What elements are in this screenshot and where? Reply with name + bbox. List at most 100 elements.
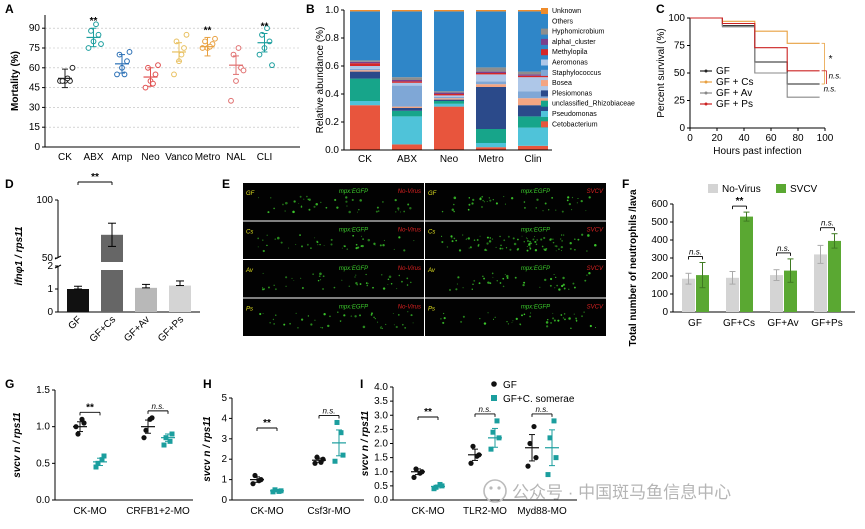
neutrophil-spot [273, 284, 275, 286]
neutrophil-spot [487, 281, 490, 284]
neutrophil-spot [325, 206, 328, 209]
neutrophil-spot [471, 288, 473, 290]
microscopy-image [425, 260, 606, 298]
neutrophil-spot [541, 245, 544, 248]
neutrophil-spot [453, 203, 455, 206]
neutrophil-spot [549, 284, 552, 287]
neutrophil-spot [491, 272, 494, 275]
legend-marker [491, 395, 497, 401]
neutrophil-spot [502, 277, 505, 280]
data-point [143, 427, 149, 433]
neutrophil-spot [262, 288, 264, 291]
neutrophil-spot [398, 209, 400, 211]
neutrophil-spot [345, 200, 348, 203]
b-y-tick-label: 1.0 [325, 5, 339, 16]
c-y-tick-label: 75 [674, 41, 686, 52]
neutrophil-spot [513, 242, 517, 246]
neutrophil-spot [495, 202, 498, 205]
data-point [178, 51, 185, 58]
neutrophil-spot [380, 273, 383, 276]
data-point [147, 416, 153, 422]
neutrophil-spot [282, 203, 284, 206]
data-point [269, 62, 275, 69]
significance-label: ** [91, 172, 99, 183]
neutrophil-spot [393, 324, 395, 326]
bar-segment [350, 63, 380, 66]
y-tick-label: 0.5 [36, 458, 50, 469]
neutrophil-spot [486, 200, 488, 202]
neutrophil-spot [288, 247, 290, 249]
neutrophil-spot [563, 313, 566, 315]
neutrophil-spot [273, 207, 275, 210]
neutrophil-spot [283, 323, 286, 326]
neutrophil-spot [300, 245, 303, 248]
row-label: Ps [428, 307, 435, 313]
neutrophil-spot [341, 279, 343, 281]
neutrophil-spot [483, 201, 486, 203]
neutrophil-spot [319, 243, 321, 246]
bar-segment [518, 74, 548, 76]
neutrophil-spot [398, 314, 400, 316]
microscopy-image [243, 221, 424, 259]
legend-entry: Hyphomicrobium [552, 29, 605, 36]
data-point [490, 429, 496, 435]
neutrophil-spot [484, 248, 487, 251]
reporter-label: mpx:EGFP [339, 305, 368, 311]
neutrophil-spot [258, 197, 260, 199]
neutrophil-spot [401, 280, 403, 283]
legend-swatch [541, 121, 548, 128]
neutrophil-spot [501, 247, 504, 250]
b-x-tick-label: Clin [524, 154, 541, 165]
neutrophil-spot [552, 312, 554, 314]
reporter-label: mpx:EGFP [339, 228, 368, 234]
bar-segment [350, 101, 380, 106]
neutrophil-spot [587, 234, 590, 237]
data-point [95, 460, 101, 466]
d-y-tick-label: 1 [47, 284, 53, 295]
neutrophil-spot [319, 279, 322, 281]
neutrophil-spot [334, 198, 337, 202]
neutrophil-spot [395, 211, 397, 213]
neutrophil-spot [293, 200, 296, 203]
a-y-tick-label: 30 [29, 102, 41, 113]
neutrophil-spot [530, 242, 532, 245]
neutrophil-spot [269, 322, 271, 324]
bar-segment [434, 10, 464, 12]
neutrophil-spot [576, 202, 578, 204]
panel-c-survival-chart: C 0 25 50 75 100 0 20 40 60 80 100 Hours past infec… [656, 2, 842, 157]
data-point [114, 71, 120, 78]
a-y-axis-label: Mortality (%) [10, 51, 21, 111]
a-x-tick-label: Vanco [165, 152, 193, 163]
significance-label: n.s. [777, 244, 790, 253]
neutrophil-spot [461, 234, 464, 236]
neutrophil-spot [455, 288, 458, 291]
neutrophil-spot [354, 276, 356, 278]
neutrophil-spot [379, 244, 382, 247]
neutrophil-spot [503, 239, 506, 242]
reporter-label: mpx:EGFP [521, 266, 550, 272]
wechat-icon [483, 479, 507, 503]
neutrophil-spot [506, 276, 509, 279]
neutrophil-spot [555, 209, 557, 211]
neutrophil-spot [267, 211, 270, 214]
neutrophil-spot [355, 274, 357, 276]
y-tick-label: 0 [221, 495, 227, 506]
neutrophil-spot [536, 198, 539, 201]
f-y-tick-label: 0 [662, 307, 668, 318]
neutrophil-spot [457, 276, 460, 279]
neutrophil-spot [552, 241, 555, 244]
neutrophil-spot [453, 237, 456, 240]
panel-label-c: C [656, 2, 665, 16]
bar-segment [518, 98, 548, 106]
neutrophil-spot [443, 317, 446, 320]
panel-label-g: G [5, 377, 14, 391]
neutrophil-spot [329, 315, 331, 318]
neutrophil-spot [507, 323, 510, 325]
x-tick-label: Csf3r-MO [307, 506, 351, 517]
significance-label: ** [424, 407, 432, 418]
data-point [470, 443, 476, 449]
data-point [169, 431, 175, 437]
y-tick-label: 1.5 [36, 385, 50, 396]
panel-e-microscopy: E GF mpx:EGFP No-Virus GF mpx:EGFP SVCV Cs mpx:… [222, 177, 606, 336]
bar [169, 285, 191, 312]
